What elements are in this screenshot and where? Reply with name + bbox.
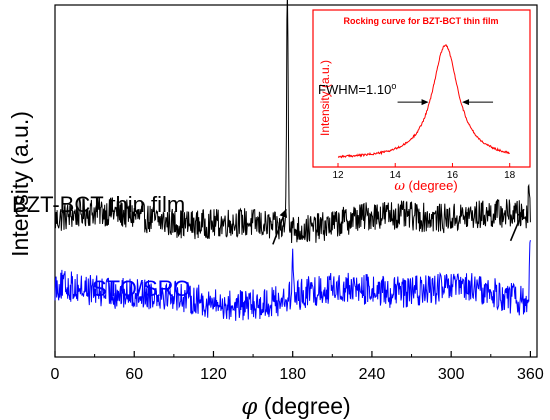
main-x-ticks: 0 60 120 180 240 300 360	[51, 351, 544, 383]
series-line	[54, 240, 531, 321]
fwhm-value: FWHM=1.10	[318, 82, 391, 97]
main-x-axis-unit: (degree)	[257, 393, 350, 419]
x-tick-label: 300	[438, 366, 465, 383]
main-series-group	[54, 0, 531, 321]
inset-x-ticks: 12 14 16 18	[332, 163, 516, 181]
fwhm-arrow-right-head	[462, 99, 470, 106]
arrow-head	[517, 209, 525, 219]
arrow-head	[279, 209, 288, 219]
phi-symbol: φ	[241, 394, 258, 420]
inset-x-axis-unit: (degree)	[405, 178, 458, 193]
legend-bzt-bct: BZT-BCT thin film	[12, 192, 185, 217]
inset-x-tick-label: 18	[504, 170, 516, 181]
inset-x-tick-label: 14	[390, 170, 402, 181]
series-line	[54, 0, 531, 244]
x-tick-label: 0	[51, 366, 60, 383]
x-tick-label: 120	[200, 366, 227, 383]
inset-x-tick-label: 16	[447, 170, 459, 181]
omega-symbol: ω	[394, 179, 405, 194]
inset-title: Rocking curve for BZT-BCT thin film	[343, 16, 498, 26]
x-tick-label: 60	[125, 366, 143, 383]
inset-x-axis-label: ω (degree)	[394, 178, 457, 194]
inset-x-tick-label: 12	[332, 170, 344, 181]
x-tick-label: 360	[517, 366, 544, 383]
fwhm-degree: o	[391, 81, 396, 91]
main-annotations	[272, 208, 525, 245]
main-y-axis-label: Intensity (a.u.)	[7, 111, 33, 257]
inset-frame	[312, 9, 531, 168]
fwhm-arrows	[397, 99, 494, 106]
legend-sto-sro: STO/SRO	[92, 276, 191, 301]
rocking-curve-line	[337, 44, 510, 159]
x-tick-label: 240	[359, 366, 386, 383]
fwhm-arrow-left-head	[421, 99, 429, 106]
main-x-axis-label: φ (degree)	[241, 393, 350, 420]
inset-y-axis-label: Intensity (a.u.)	[318, 60, 332, 136]
x-tick-label: 180	[279, 366, 306, 383]
fwhm-label: FWHM=1.10o	[318, 81, 396, 97]
main-plot-frame	[54, 4, 538, 358]
inset-curve-group	[337, 44, 510, 159]
